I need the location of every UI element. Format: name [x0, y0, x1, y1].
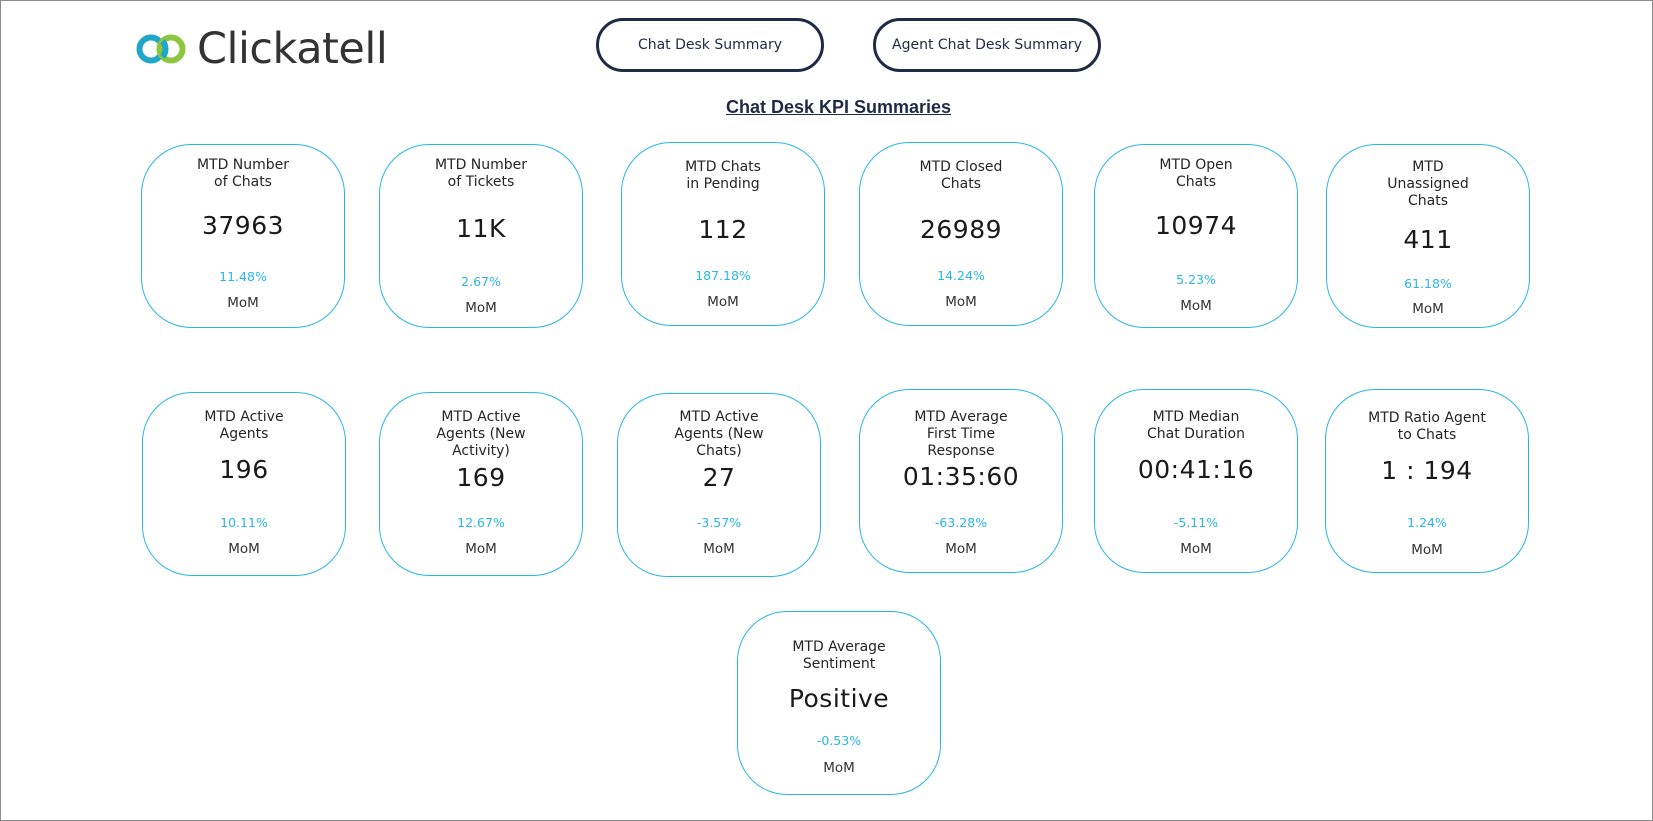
kpi-period: MoM [1180, 541, 1212, 557]
kpi-label: MTD Unassigned Chats [1387, 159, 1469, 209]
kpi-period: MoM [823, 760, 855, 776]
kpi-value: Positive [788, 684, 890, 713]
kpi-label: MTD Open Chats [1159, 157, 1233, 190]
kpi-period: MoM [1411, 542, 1443, 558]
kpi-card-active-agents-new-activity: MTD Active Agents (New Activity) 169 12.… [379, 392, 583, 576]
kpi-change: -3.57% [696, 515, 742, 530]
kpi-label: MTD Number of Chats [196, 157, 290, 190]
kpi-change: 14.24% [937, 268, 985, 283]
kpi-period: MoM [227, 295, 259, 311]
kpi-period: MoM [465, 300, 497, 316]
kpi-value: 11K [456, 214, 506, 243]
kpi-period: MoM [945, 541, 977, 557]
kpi-change: -5.11% [1173, 515, 1219, 530]
kpi-card-active-agents-new-chats: MTD Active Agents (New Chats) 27 -3.57% … [617, 393, 821, 577]
kpi-label: MTD Number of Tickets [434, 157, 528, 190]
kpi-change: 5.23% [1176, 272, 1216, 287]
kpi-card-number-of-chats: MTD Number of Chats 37963 11.48% MoM [141, 144, 345, 328]
kpi-card-active-agents: MTD Active Agents 196 10.11% MoM [142, 392, 346, 576]
kpi-period: MoM [703, 541, 735, 557]
kpi-change: -63.28% [934, 515, 988, 530]
kpi-label: MTD Average First Time Response [914, 409, 1008, 459]
kpi-change: 1.24% [1407, 515, 1447, 530]
kpi-label: MTD Active Agents (New Chats) [674, 409, 764, 459]
kpi-value: 411 [1403, 225, 1453, 254]
kpi-period: MoM [228, 541, 260, 557]
kpi-period: MoM [945, 294, 977, 310]
kpi-card-number-of-tickets: MTD Number of Tickets 11K 2.67% MoM [379, 144, 583, 328]
page-title: Chat Desk KPI Summaries [725, 97, 952, 117]
kpi-value: 27 [702, 463, 736, 492]
kpi-change: 10.11% [220, 515, 268, 530]
kpi-card-chats-in-pending: MTD Chats in Pending 112 187.18% MoM [621, 142, 825, 326]
agent-chat-desk-summary-button[interactable]: Agent Chat Desk Summary [873, 18, 1101, 72]
kpi-label: MTD Active Agents [204, 409, 284, 442]
kpi-change: -0.53% [816, 733, 862, 748]
kpi-change: 2.67% [461, 274, 501, 289]
chat-desk-summary-button[interactable]: Chat Desk Summary [596, 18, 824, 72]
kpi-period: MoM [707, 294, 739, 310]
kpi-card-ratio-agent-to-chats: MTD Ratio Agent to Chats 1 : 194 1.24% M… [1325, 389, 1529, 573]
kpi-value: 26989 [919, 215, 1003, 244]
kpi-change: 12.67% [457, 515, 505, 530]
kpi-period: MoM [1180, 298, 1212, 314]
kpi-card-median-chat-duration: MTD Median Chat Duration 00:41:16 -5.11%… [1094, 389, 1298, 573]
kpi-change: 61.18% [1404, 276, 1452, 291]
logo-wordmark: Clickatell [197, 24, 388, 74]
kpi-value: 196 [219, 455, 269, 484]
kpi-value: 1 : 194 [1381, 456, 1473, 485]
kpi-label: MTD Chats in Pending [685, 159, 761, 192]
kpi-value: 10974 [1154, 211, 1238, 240]
kpi-label: MTD Closed Chats [919, 159, 1003, 192]
clickatell-logo: Clickatell [135, 24, 388, 74]
kpi-label: MTD Active Agents (New Activity) [436, 409, 526, 459]
kpi-value: 112 [698, 215, 748, 244]
kpi-label: MTD Median Chat Duration [1147, 409, 1245, 442]
kpi-label: MTD Ratio Agent to Chats [1368, 410, 1486, 443]
kpi-change: 11.48% [219, 269, 267, 284]
kpi-card-unassigned-chats: MTD Unassigned Chats 411 61.18% MoM [1326, 144, 1530, 328]
kpi-card-average-first-time-response: MTD Average First Time Response 01:35:60… [859, 389, 1063, 573]
kpi-value: 01:35:60 [902, 462, 1020, 491]
kpi-card-closed-chats: MTD Closed Chats 26989 14.24% MoM [859, 142, 1063, 326]
kpi-label: MTD Average Sentiment [792, 639, 886, 672]
kpi-change: 187.18% [695, 268, 751, 283]
kpi-card-average-sentiment: MTD Average Sentiment Positive -0.53% Mo… [737, 611, 941, 795]
clickatell-logo-icon [136, 34, 186, 64]
kpi-card-open-chats: MTD Open Chats 10974 5.23% MoM [1094, 144, 1298, 328]
kpi-value: 00:41:16 [1137, 455, 1255, 484]
kpi-value: 169 [456, 463, 506, 492]
kpi-period: MoM [1412, 301, 1444, 317]
kpi-period: MoM [465, 541, 497, 557]
kpi-value: 37963 [201, 211, 285, 240]
